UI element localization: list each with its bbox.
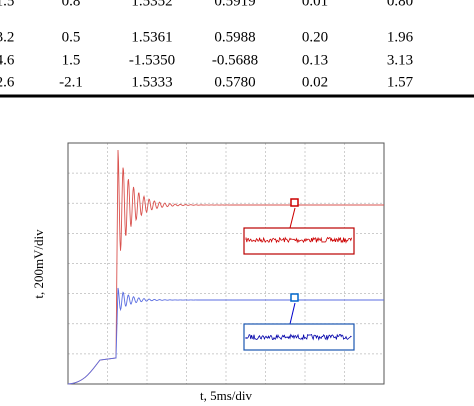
- blue-inset-noise: [245, 333, 352, 341]
- blue-marker: [290, 293, 299, 302]
- table-cell: 3.2: [0, 29, 14, 45]
- plot-frame: [67, 142, 385, 385]
- table-cell: 0.01: [302, 0, 328, 9]
- table-cell: 1.96: [387, 29, 414, 45]
- table-cell: -2.1: [59, 74, 83, 90]
- red-pointer: [289, 207, 296, 229]
- table-cell: -0.5688: [212, 52, 258, 68]
- table-cell: 0.80: [387, 0, 413, 9]
- table-cell: 1.5333: [131, 74, 172, 90]
- blue-pointer: [289, 302, 296, 325]
- table-cell: 1.5: [62, 52, 81, 68]
- table-cell: 1.57: [387, 74, 414, 90]
- red-inset-noise: [245, 236, 352, 244]
- table-cell: 0.5919: [214, 0, 255, 9]
- table-cell: 1.5: [0, 0, 14, 9]
- y-axis-label: t, 200mV/div: [31, 229, 46, 299]
- table-cell: 0.20: [302, 29, 328, 45]
- table-cell: 0.5988: [214, 29, 255, 45]
- red-trace: [67, 149, 384, 385]
- table: 1.5 0.8 1.5352 0.5919 0.01 0.80 3.2 0.5 1.5361 0.…: [0, 0, 414, 90]
- table-cell: 0.5780: [214, 74, 255, 90]
- blue-trace: [67, 287, 384, 385]
- table-cell: 1.5352: [131, 0, 172, 9]
- red-marker: [290, 198, 299, 207]
- table-cell: 1.5361: [131, 29, 172, 45]
- table-cell: 0.8: [62, 0, 81, 9]
- table-cell: 3.13: [387, 52, 413, 68]
- table-cell: 0.02: [302, 74, 328, 90]
- table-cell: 2.6: [0, 74, 15, 90]
- blue-inset: [243, 323, 355, 351]
- table-cell: 0.5: [62, 29, 81, 45]
- table-cell: 4.6: [0, 52, 15, 68]
- x-axis-label: t, 5ms/div: [200, 388, 253, 403]
- table-cell: 0.13: [302, 52, 328, 68]
- table-cell: -1.5350: [129, 52, 175, 68]
